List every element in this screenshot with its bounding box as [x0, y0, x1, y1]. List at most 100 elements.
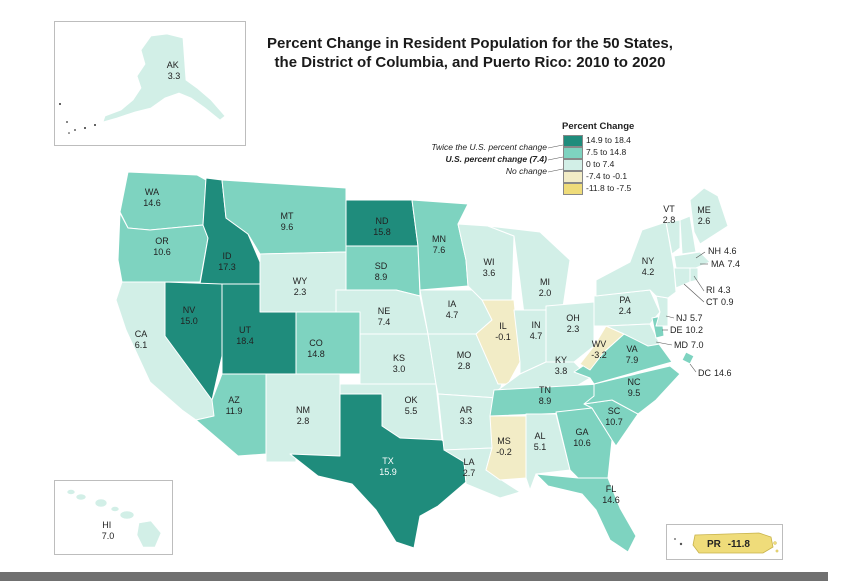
state-shape-dc	[681, 351, 695, 365]
state-shape-nh	[679, 215, 697, 255]
state-label-wy: WY 2.3	[293, 276, 308, 297]
side-state-labels: NH 4.6 MA 7.4 RI 4.3 CT 0.9 NJ 5.7 DE 10.2 MD 7…	[670, 246, 740, 378]
legend-swatch-5	[563, 183, 583, 195]
legend: Percent Change 14.9 to 18.4 7.5 to 14.8 …	[410, 121, 650, 211]
state-label-wv: WV -3.2	[591, 339, 607, 360]
state-label-or: OR 10.6	[153, 236, 171, 257]
state-shape-co	[295, 311, 361, 375]
state-label-ky: KY 3.8	[555, 355, 568, 376]
state-shape-nc	[583, 365, 681, 415]
state-label-sc: SC 10.7	[605, 406, 623, 427]
state-label-ar: AR 3.3	[460, 405, 473, 426]
state-label-nv: NV 15.0	[180, 305, 198, 326]
state-label-tx: TX 15.9	[379, 456, 397, 477]
state-shapes	[115, 171, 729, 553]
state-label-tn: TN 8.9	[539, 385, 552, 406]
state-label-az: AZ 11.9	[226, 395, 243, 416]
hawaii-inset: HI 7.0	[54, 480, 173, 555]
state-shape-ak	[102, 33, 226, 123]
state-label-ga: GA 10.6	[573, 427, 591, 448]
state-label-nm: NM 2.8	[296, 405, 310, 426]
state-label-mn: MN 7.6	[432, 234, 446, 255]
state-label-oh: OH 2.3	[566, 313, 580, 334]
legend-label-2: 7.5 to 14.8	[586, 147, 627, 157]
legend-note-twice: Twice the U.S. percent change	[431, 142, 547, 152]
state-shape-ct	[673, 267, 691, 289]
legend-note-none: No change	[505, 166, 547, 176]
state-shape-me	[689, 187, 729, 245]
state-label-wi: WI 3.6	[483, 257, 496, 278]
legend-note-us: U.S. percent change (7.4)	[445, 154, 547, 164]
state-shape-vt	[665, 219, 681, 255]
state-shape-sd	[345, 245, 421, 297]
legend-swatch-1	[563, 135, 583, 147]
state-shape-md	[605, 323, 661, 347]
state-label-ok: OK 5.5	[404, 395, 417, 416]
state-label-nd: ND 15.8	[373, 216, 391, 237]
state-label-ri: RI 4.3	[706, 285, 731, 295]
puerto-rico-map: PR -11.8	[674, 532, 779, 554]
state-label-hi: HI 7.0	[102, 520, 115, 541]
state-shape-ma	[673, 251, 711, 269]
state-label-ms: MS -0.2	[496, 436, 512, 457]
aleutian-islands	[59, 103, 96, 134]
state-label-nh: NH 4.6	[708, 246, 737, 256]
state-label-ia: IA 4.7	[446, 299, 459, 320]
bottom-bar	[0, 572, 828, 581]
state-label-de: DE 10.2	[670, 325, 703, 335]
state-shape-oh	[545, 301, 595, 363]
state-label-dc: DC 14.6	[698, 368, 732, 378]
leader-lines	[655, 251, 708, 373]
state-label-vt: VT 2.8	[663, 204, 676, 225]
state-label-nc: NC 9.5	[628, 377, 641, 398]
state-shape-nv	[164, 281, 223, 401]
state-label-ny: NY 4.2	[642, 256, 655, 277]
state-shape-fl	[535, 473, 637, 553]
legend-label-1: 14.9 to 18.4	[586, 135, 631, 145]
alaska-inset: AK 3.3	[54, 21, 246, 146]
hawaii-map: HI 7.0	[66, 489, 162, 548]
state-label-in: IN 4.7	[530, 320, 543, 341]
state-label-ct: CT 0.9	[706, 297, 734, 307]
state-label-ne: NE 7.4	[378, 306, 391, 327]
legend-swatch-2	[563, 147, 583, 159]
state-label-al: AL 5.1	[534, 431, 547, 452]
state-shape-pr	[692, 532, 774, 554]
state-label-va: VA 7.9	[626, 344, 639, 365]
state-label-nj: NJ 5.7	[676, 313, 703, 323]
state-shape-wa	[119, 171, 207, 231]
legend-label-5: -11.8 to -7.5	[586, 183, 632, 193]
title-line-1: Percent Change in Resident Population fo…	[267, 35, 673, 52]
state-label-pr: PR -11.8	[707, 539, 750, 550]
state-label-mo: MO 2.8	[457, 350, 472, 371]
state-label-ut: UT 18.4	[236, 325, 254, 346]
state-label-wa: WA 14.6	[143, 187, 161, 208]
state-label-ak: AK 3.3	[167, 60, 182, 81]
state-shape-ny	[595, 221, 677, 299]
map-title: Percent Change in Resident Population fo…	[255, 34, 685, 72]
state-label-id: ID 17.3	[218, 251, 236, 272]
state-label-sd: SD 8.9	[375, 261, 388, 282]
state-label-md: MD 7.0	[674, 340, 704, 350]
state-label-mt: MT 9.6	[281, 211, 294, 232]
state-label-il: IL -0.1	[495, 321, 511, 342]
title-line-2: the District of Columbia, and Puerto Ric…	[274, 54, 666, 71]
state-labels: WA 14.6 OR 10.6 CA 6.1 ID 17.3 NV 15.0 UT 18.4…	[135, 187, 711, 505]
state-label-pa: PA 2.4	[619, 295, 632, 316]
legend-label-3: 0 to 7.4	[586, 159, 615, 169]
state-shape-hi	[66, 489, 162, 548]
legend-leader-lines	[547, 144, 564, 173]
state-label-mi: MI 2.0	[539, 277, 552, 298]
state-label-ks: KS 3.0	[393, 353, 406, 374]
state-label-ca: CA 6.1	[135, 329, 148, 350]
legend-label-4: -7.4 to -0.1	[586, 171, 628, 181]
alaska-map: AK 3.3	[59, 33, 226, 134]
state-label-la: LA 2.7	[463, 457, 476, 478]
legend-title: Percent Change	[562, 121, 635, 132]
puerto-rico-inset: PR -11.8	[666, 524, 783, 560]
legend-swatch-3	[563, 159, 583, 171]
state-label-me: ME 2.6	[697, 205, 711, 226]
legend-swatch-4	[563, 171, 583, 183]
state-label-co: CO 14.8	[307, 338, 325, 359]
